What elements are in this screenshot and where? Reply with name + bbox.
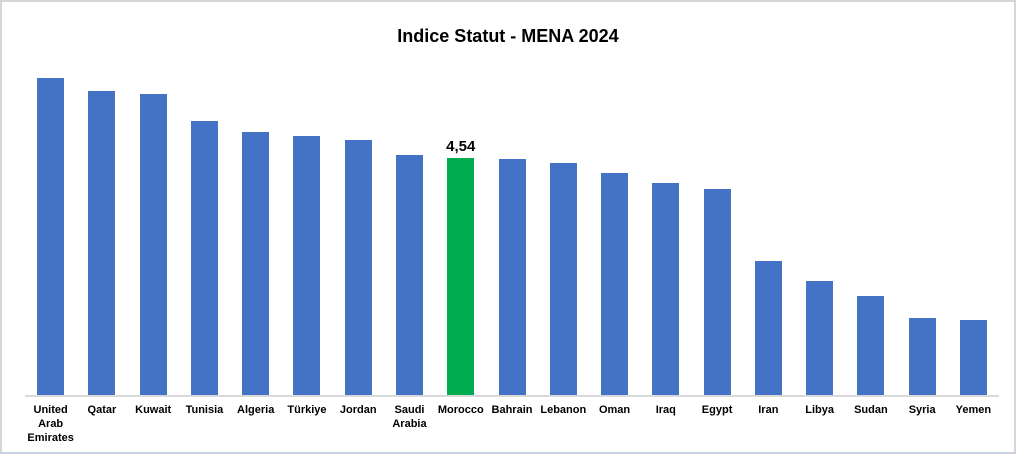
x-axis-label-saudi-arabia: Saudi Arabia: [392, 404, 427, 430]
x-axis-label-iran: Iran: [758, 404, 779, 416]
bar-column-sudan: [845, 56, 896, 395]
bar-jordan: [344, 140, 372, 395]
bar-column-egypt: [691, 56, 742, 395]
data-label-morocco: 4,54: [446, 138, 476, 155]
bar-morocco: [447, 158, 475, 395]
bar-column-oman: [589, 56, 640, 395]
bar-column-iraq: [640, 56, 691, 395]
x-axis-label-qatar: Qatar: [87, 404, 117, 416]
bar-saudi-arabia: [395, 155, 423, 395]
bar-column-morocco: 4,54: [435, 56, 486, 395]
bar-column-yemen: [948, 56, 999, 395]
x-axis-label-kuwait: Kuwait: [135, 404, 172, 416]
bar-iraq: [652, 183, 680, 395]
x-axis-label-algeria: Algeria: [237, 404, 275, 416]
bar-libya: [806, 281, 834, 395]
bar-iran: [754, 261, 782, 395]
bar-united-arab-emirates: [37, 78, 65, 395]
bar-kuwait: [139, 94, 167, 395]
x-axis-label-jordan: Jordan: [339, 404, 377, 416]
bar-column-libya: [794, 56, 845, 395]
x-axis-label-lebanon: Lebanon: [540, 404, 587, 416]
x-axis-label-oman: Oman: [598, 404, 631, 416]
x-axis-label-united-arab-emirates: United Arab Emirates: [27, 404, 74, 444]
bar-sudan: [857, 296, 885, 395]
bar-algeria: [242, 132, 270, 395]
x-axis-label-tunisia: Tunisia: [185, 404, 224, 416]
chart-title: Indice Statut - MENA 2024: [397, 26, 619, 46]
bar-tunisia: [190, 121, 218, 395]
bar-column-t-rkiye: [281, 56, 332, 395]
x-axis-label-libya: Libya: [805, 404, 834, 416]
bar-column-qatar: [76, 56, 127, 395]
x-axis-label-yemen: Yemen: [955, 404, 992, 416]
x-axis-label-bahrain: Bahrain: [491, 404, 533, 416]
bar-yemen: [959, 320, 987, 395]
bar-column-tunisia: [179, 56, 230, 395]
bar-oman: [601, 173, 629, 395]
x-axis-label-sudan: Sudan: [854, 404, 888, 416]
bar-column-united-arab-emirates: [25, 56, 76, 395]
bar-egypt: [703, 189, 731, 395]
bar-column-iran: [743, 56, 794, 395]
x-axis-label-syria: Syria: [908, 404, 936, 416]
bar-column-syria: [897, 56, 948, 395]
bar-column-kuwait: [128, 56, 179, 395]
bar-column-algeria: [230, 56, 281, 395]
plot-area: 4,54: [25, 56, 999, 397]
bar-column-lebanon: [538, 56, 589, 395]
bar-lebanon: [549, 163, 577, 395]
x-axis-label-iraq: Iraq: [655, 404, 676, 416]
bar-column-saudi-arabia: [384, 56, 435, 395]
bar-syria: [908, 318, 936, 395]
bar-column-jordan: [333, 56, 384, 395]
x-axis-label-morocco: Morocco: [437, 404, 484, 416]
x-axis-labels: United Arab Emirates Qatar Kuwait Tunisia Al…: [25, 403, 999, 445]
bar-t-rkiye: [293, 136, 321, 395]
bar-bahrain: [498, 159, 526, 395]
bar-column-bahrain: [486, 56, 537, 395]
bar-qatar: [88, 91, 116, 395]
x-axis-label-egypt: Egypt: [701, 404, 733, 416]
x-axis-label-t-rkiye: Türkiye: [287, 404, 327, 416]
